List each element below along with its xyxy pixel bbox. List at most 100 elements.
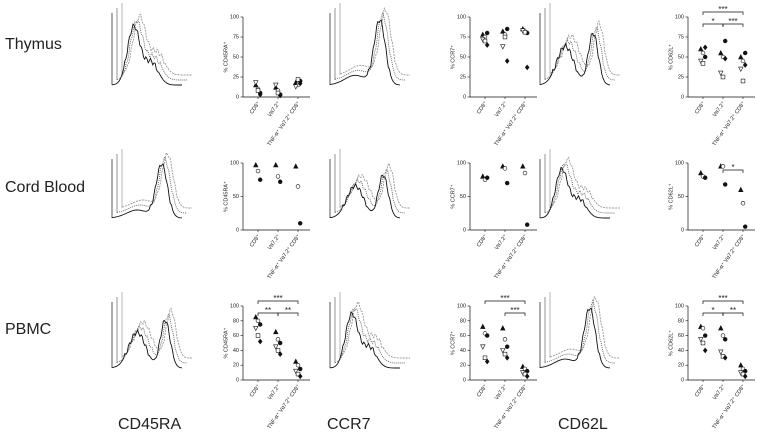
x-tick-label: Vα7.2⁺ [711,233,727,251]
histogram-curve [116,313,188,364]
data-point [297,373,303,380]
data-point [502,166,508,171]
data-point [698,45,704,52]
row-label: PBMC [5,321,51,338]
x-tick-label: CD8⁺ [248,100,262,115]
x-tick-label: CD8⁺ [475,383,489,398]
y-tick-label: 40 [233,348,239,354]
data-point [700,340,706,346]
data-point [502,351,508,357]
data-point [257,91,263,98]
data-point [524,222,530,227]
y-tick-label: 80 [233,318,239,324]
data-point [253,325,259,332]
y-tick-label: 80 [460,318,466,324]
data-point [484,358,490,365]
y-tick-label: 50 [233,54,239,60]
significance-label: * [731,163,734,172]
significance-label: ** [265,306,271,315]
data-point [505,344,510,349]
data-point [485,175,490,180]
column-label: CD62L [558,416,608,433]
y-tick-label: 100 [230,160,239,166]
histogram-curve [329,174,401,219]
histogram-curve [539,166,610,219]
y-tick-label: 20 [233,363,239,369]
data-point [718,349,724,355]
histogram-curve [116,20,187,81]
y-tick-label: 20 [460,363,466,369]
y-axis-label: % CD62L⁺ [667,44,674,71]
data-point [504,58,510,64]
x-tick-label: CD8⁺ [693,383,707,398]
data-point [502,337,508,342]
significance-bracket [722,312,744,316]
y-tick-label: 60 [233,333,239,339]
y-tick-label: 0 [236,227,239,233]
data-point [718,49,724,56]
significance-bracket [257,300,299,304]
significance-label: *** [500,294,509,303]
y-tick-label: 60 [460,333,466,339]
histogram-curve [121,307,192,359]
x-tick-label: TNF-α⁺ Vα7.2⁺ CD8⁺ [493,383,529,430]
data-point [500,325,506,331]
data-point [253,80,259,86]
data-point [738,186,744,192]
y-axis-label: % CD45RA⁺ [222,41,229,72]
data-point [480,344,486,350]
significance-bracket [702,300,744,304]
x-tick-label: CD8⁺ [248,383,262,398]
data-point [698,337,704,343]
x-tick-label: Vα7.2⁺ [266,383,282,401]
data-point [480,173,486,179]
data-point [485,30,490,36]
data-point [502,34,508,40]
x-tick-label: CD8⁺ [248,233,262,248]
y-tick-label: 80 [678,318,684,324]
data-point [738,66,744,73]
y-tick-label: 25 [460,74,466,80]
x-tick-label: Vα7.2⁺ [493,383,509,401]
data-point [700,50,706,56]
y-tick-label: 0 [681,377,684,383]
significance-bracket [722,169,744,173]
x-tick-label: Vα7.2⁺ [266,233,282,251]
y-tick-label: 50 [460,194,466,200]
x-tick-label: CD8⁺ [475,233,489,248]
x-tick-label: CD8⁺ [693,233,707,248]
data-point [258,322,263,327]
significance-label: ** [285,306,291,315]
x-tick-label: TNF-α⁺ Vα7.2⁺ CD8⁺ [266,383,302,430]
significance-label: *** [718,294,727,303]
row-label: Cord Blood [5,179,85,196]
data-point [275,337,281,342]
significance-bracket [722,23,744,27]
data-point [482,355,488,360]
histogram-curve [339,301,410,359]
x-tick-label: CD8⁺ [693,100,707,115]
y-tick-label: 100 [230,303,239,309]
y-tick-label: 50 [460,54,466,60]
y-tick-label: 50 [678,54,684,60]
y-tick-label: 0 [463,377,466,383]
histogram-curve [334,308,405,364]
column-label: CD45RA [118,416,181,433]
data-point [742,373,748,380]
data-point [295,77,301,82]
data-point [485,333,490,338]
data-point [522,29,528,35]
y-tick-label: 25 [233,74,239,80]
data-point [297,80,303,87]
data-point [742,224,748,229]
data-point [522,170,528,176]
significance-label: *** [728,17,737,26]
data-point [505,180,510,186]
data-point [505,26,510,32]
x-tick-label: Vα7.2⁺ [711,383,727,401]
data-point [722,55,728,62]
data-point [702,44,708,51]
histogram-curve [334,10,405,81]
y-tick-label: 100 [457,303,466,309]
x-tick-label: Vα7.2⁺ [493,100,509,118]
